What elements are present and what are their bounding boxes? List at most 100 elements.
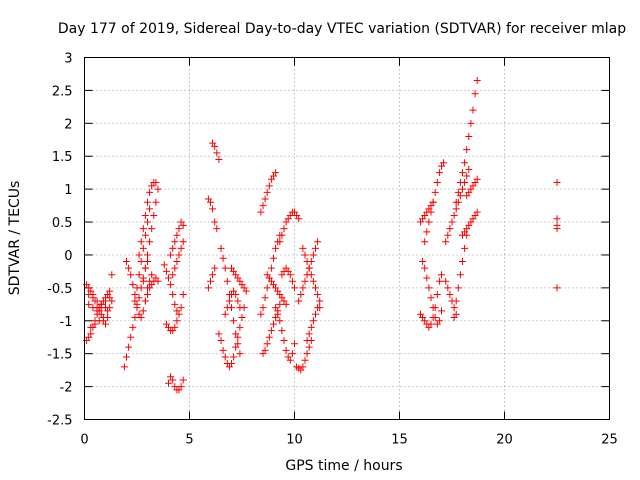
data-point xyxy=(120,363,128,371)
data-point xyxy=(461,244,469,252)
data-point xyxy=(312,244,319,252)
data-point xyxy=(461,159,469,167)
data-point xyxy=(446,225,454,233)
data-point xyxy=(444,284,452,292)
data-point xyxy=(463,146,471,154)
series-arc-30 xyxy=(278,264,298,292)
data-point xyxy=(305,343,313,351)
data-point xyxy=(553,225,561,233)
data-point xyxy=(211,264,219,272)
data-point xyxy=(276,238,284,246)
data-point xyxy=(465,132,473,140)
x-axis-title: GPS time / hours xyxy=(285,458,402,474)
data-point xyxy=(215,156,223,164)
data-point xyxy=(467,119,475,127)
y-tick-label: -0.5 xyxy=(47,282,72,297)
data-point xyxy=(278,231,286,239)
data-point xyxy=(295,297,303,305)
series-arc-45 xyxy=(442,277,460,318)
data-point xyxy=(270,254,277,262)
data-point xyxy=(179,238,187,246)
data-points xyxy=(83,77,561,394)
data-point xyxy=(139,307,147,315)
data-point xyxy=(144,218,151,226)
data-point xyxy=(435,169,443,177)
y-tick-label: 3 xyxy=(64,52,72,67)
data-point xyxy=(173,317,181,325)
data-point xyxy=(137,258,145,266)
data-point xyxy=(312,310,319,318)
series-arc-44 xyxy=(463,175,481,200)
data-point xyxy=(471,90,479,98)
data-point xyxy=(236,304,244,312)
data-point xyxy=(444,231,452,239)
data-point xyxy=(309,317,317,325)
data-point xyxy=(152,179,160,187)
data-point xyxy=(144,198,151,206)
data-point xyxy=(177,383,185,391)
data-point xyxy=(217,244,225,252)
data-point xyxy=(303,258,311,266)
y-tick-label: 1 xyxy=(64,183,72,198)
data-point xyxy=(299,363,307,371)
data-point xyxy=(261,346,269,354)
data-point xyxy=(261,195,269,203)
data-point xyxy=(282,346,290,354)
data-point xyxy=(125,343,133,351)
data-point xyxy=(207,198,214,206)
series-arc-18 xyxy=(204,195,221,233)
series-arc-38 xyxy=(417,198,437,226)
data-point xyxy=(223,277,231,285)
data-point xyxy=(125,264,133,272)
data-point xyxy=(108,271,116,279)
data-point xyxy=(427,320,435,328)
series-arc-16 xyxy=(169,238,187,279)
data-point xyxy=(204,284,212,292)
data-point xyxy=(312,284,319,292)
series-arc-27 xyxy=(263,271,290,308)
data-point xyxy=(238,313,246,321)
data-point xyxy=(146,205,154,213)
data-point xyxy=(102,304,109,312)
series-arc-29 xyxy=(276,208,303,246)
data-point xyxy=(288,277,296,285)
data-point xyxy=(303,350,311,358)
data-point xyxy=(144,290,151,298)
data-point xyxy=(553,179,561,187)
data-point xyxy=(454,284,462,292)
series-arc-07 xyxy=(123,258,156,321)
data-point xyxy=(127,271,135,279)
data-point xyxy=(303,337,311,345)
data-point xyxy=(133,284,141,292)
data-point xyxy=(175,225,183,233)
data-point xyxy=(211,142,219,150)
data-point xyxy=(435,317,443,325)
data-point xyxy=(448,218,456,226)
data-point xyxy=(127,333,135,341)
data-point xyxy=(169,271,177,279)
data-point xyxy=(429,198,437,206)
data-point xyxy=(139,225,147,233)
data-point xyxy=(167,251,175,259)
data-point xyxy=(129,281,137,289)
data-point xyxy=(265,333,273,341)
data-point xyxy=(459,258,466,266)
data-point xyxy=(431,313,439,321)
data-point xyxy=(137,238,145,246)
data-point xyxy=(272,304,280,312)
data-point xyxy=(438,271,445,279)
x-tick-label: 10 xyxy=(286,433,303,448)
x-tick-label: 20 xyxy=(496,433,513,448)
data-point xyxy=(160,261,168,269)
y-tick-labels: -2.5 -2 -1.5 -1 -0.5 0 0.5 1 1.5 2 2.5 3 xyxy=(47,52,72,429)
data-point xyxy=(102,320,109,328)
data-point xyxy=(223,304,231,312)
data-point xyxy=(272,244,280,252)
data-point xyxy=(97,300,105,308)
series-arc-33 xyxy=(299,244,324,312)
series-arc-19 xyxy=(204,264,219,292)
data-point xyxy=(217,337,225,345)
data-point xyxy=(137,313,145,321)
data-point xyxy=(442,238,450,246)
data-point xyxy=(87,323,95,331)
